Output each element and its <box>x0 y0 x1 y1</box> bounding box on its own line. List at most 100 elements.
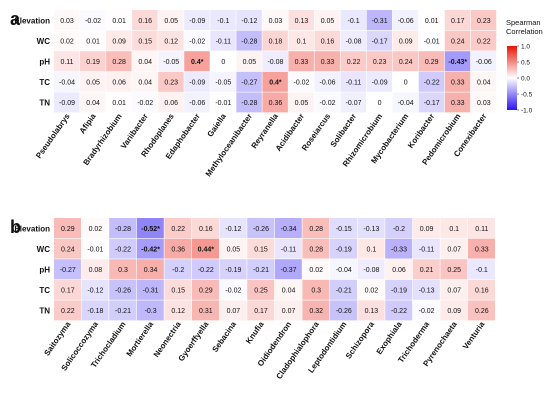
heatmap-cell <box>340 10 366 30</box>
cell-value-label: -0.02 <box>225 288 241 295</box>
cell-value-label: 0.13 <box>365 308 379 315</box>
cell-value-label: 0.23 <box>373 59 387 66</box>
cell-value-label: 0.25 <box>254 288 268 295</box>
cell-value-label: 0.17 <box>451 18 465 25</box>
heatmap-cell <box>54 218 81 238</box>
heatmap-cell <box>109 218 137 238</box>
row-label: WC <box>37 37 51 46</box>
cell-value-label: 0.44* <box>198 246 215 253</box>
cell-value-label: -0.17 <box>424 100 440 107</box>
cell-value-label: -0.28 <box>115 226 131 233</box>
heatmap-cell <box>412 300 440 321</box>
heatmap-cell <box>468 259 495 280</box>
heatmap-cell <box>54 238 81 259</box>
column-label: Neonectria <box>152 320 183 359</box>
cell-value-label: 0.28 <box>112 59 126 66</box>
heatmap-cell <box>314 92 340 113</box>
heatmap-cell <box>418 92 445 113</box>
cell-value-label: -0.02 <box>137 100 153 107</box>
heatmap-cell <box>392 51 419 72</box>
heatmap-cell <box>288 71 314 92</box>
heatmap-cell <box>247 300 275 321</box>
heatmap-cell <box>210 92 236 113</box>
cell-value-label: -0.01 <box>215 100 231 107</box>
cell-value-label: 0.24 <box>61 246 75 253</box>
cell-value-label: -0.07 <box>346 100 362 107</box>
heatmap-cell <box>330 238 357 259</box>
heatmap-cell <box>274 259 302 280</box>
cell-value-label: -0.22 <box>198 267 214 274</box>
cell-value-label: -0.04 <box>59 80 75 87</box>
cell-value-label: -0.17 <box>372 38 388 45</box>
cell-value-label: 0.13 <box>295 18 309 25</box>
heatmap-cell <box>418 10 445 30</box>
heatmap-cell <box>274 218 302 238</box>
heatmap-cell <box>357 279 385 300</box>
heatmap-cell <box>81 218 109 238</box>
cell-value-label: -0.09 <box>189 18 205 25</box>
row-label: pH <box>39 58 50 67</box>
cell-value-label: 0.29 <box>425 59 439 66</box>
heatmap-cell <box>340 51 366 72</box>
cell-value-label: 0.36 <box>171 246 185 253</box>
cell-value-label: -0.33 <box>391 246 407 253</box>
cell-value-label: -0.05 <box>163 59 179 66</box>
cell-value-label: 0.4* <box>269 80 282 87</box>
heatmap-cell <box>262 51 288 72</box>
heatmap-cell <box>440 279 468 300</box>
cell-value-label: 0.17 <box>254 308 268 315</box>
heatmap-cell <box>392 30 419 51</box>
heatmap-cell <box>385 300 413 321</box>
heatmap-cell <box>288 30 314 51</box>
cell-value-label: 0.34 <box>144 267 158 274</box>
heatmap-cell <box>136 218 164 238</box>
panel-label-b: b <box>10 217 21 237</box>
heatmap-cell <box>302 238 330 259</box>
cell-value-label: -0.13 <box>419 288 435 295</box>
heatmap-cell <box>136 279 164 300</box>
cell-value-label: 0.28 <box>309 246 323 253</box>
cell-value-label: 0.03 <box>269 18 283 25</box>
cell-value-label: 0.11 <box>60 59 73 66</box>
heatmap-cell <box>109 259 137 280</box>
heatmap-cell <box>262 30 288 51</box>
heatmap-cell <box>330 218 357 238</box>
legend-title-line2: Correlation <box>506 27 543 36</box>
cell-value-label: 0 <box>378 100 382 107</box>
cell-value-label: -0.12 <box>87 288 103 295</box>
cell-value-label: -0.31 <box>372 18 388 25</box>
heatmap-cell <box>314 71 340 92</box>
heatmap-cell <box>314 10 340 30</box>
heatmap-cell <box>385 238 413 259</box>
cell-value-label: 0.09 <box>420 226 434 233</box>
cell-value-label: 0.24 <box>451 38 465 45</box>
cell-value-label: -0.19 <box>336 246 352 253</box>
heatmap-cell <box>106 51 132 72</box>
cell-value-label: -0.43* <box>448 59 467 66</box>
heatmap-cell <box>210 71 236 92</box>
cell-value-label: -0.26 <box>253 226 269 233</box>
heatmap-cell <box>164 218 192 238</box>
cell-value-label: 0.29 <box>61 226 75 233</box>
cell-value-label: -0.28 <box>241 38 257 45</box>
heatmap-cell <box>81 279 109 300</box>
cell-value-label: -0.11 <box>281 246 297 253</box>
cell-value-label: 0.05 <box>86 80 100 87</box>
column-label: Methyloceanibacter <box>204 112 254 178</box>
heatmap-cell <box>236 10 262 30</box>
cell-value-label: 0.15 <box>138 38 152 45</box>
cell-value-label: -0.1 <box>348 18 360 25</box>
heatmap-cell <box>192 300 219 321</box>
heatmap-cell <box>192 259 219 280</box>
heatmap-cell <box>81 300 109 321</box>
heatmap-cell <box>392 10 419 30</box>
cell-value-label: 0.28 <box>309 226 323 233</box>
cell-value-label: 0.16 <box>138 18 152 25</box>
cell-value-label: -0.19 <box>391 288 407 295</box>
heatmap-cell <box>132 10 158 30</box>
cell-value-label: -0.22 <box>424 80 440 87</box>
heatmap-cell <box>192 279 219 300</box>
cell-value-label: -0.2 <box>393 226 405 233</box>
heatmap-cell <box>340 30 366 51</box>
cell-value-label: 0.05 <box>243 59 257 66</box>
